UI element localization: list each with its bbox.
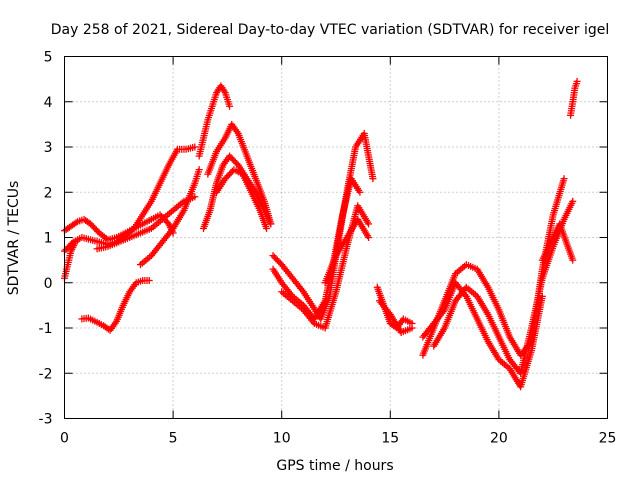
x-tick-label: 15 xyxy=(381,431,399,447)
grid-lines xyxy=(64,56,608,419)
arc-1-point xyxy=(72,219,80,227)
arc-5-point xyxy=(191,193,199,201)
arc-10-point xyxy=(262,224,270,232)
arc-21-point xyxy=(573,77,581,85)
y-tick-label: 3 xyxy=(44,140,53,156)
arc-12-point xyxy=(356,188,364,196)
x-tick-labels: 0 5 10 15 20 25 xyxy=(60,431,616,447)
y-tick-label: 4 xyxy=(44,95,53,111)
arc-19-point xyxy=(569,197,577,205)
axis-ticks xyxy=(64,56,608,419)
data-points xyxy=(61,77,581,391)
arc-16-point xyxy=(408,324,416,332)
x-tick-label: 10 xyxy=(273,431,291,447)
arc-20-point xyxy=(569,256,577,264)
arc-7-point xyxy=(226,102,234,110)
arc-13-point xyxy=(365,220,373,228)
y-tick-label: -3 xyxy=(39,412,53,428)
x-axis-label: GPS time / hours xyxy=(276,458,393,474)
y-tick-label: -1 xyxy=(39,321,53,337)
arc-17-point xyxy=(560,175,568,183)
y-tick-label: 5 xyxy=(44,50,53,66)
arc-3-point xyxy=(71,238,79,246)
y-tick-label: 2 xyxy=(44,185,53,201)
x-tick-label: 20 xyxy=(490,431,508,447)
y-tick-label: 1 xyxy=(44,231,53,247)
y-axis-label: SDTVAR / TECUs xyxy=(6,181,22,296)
x-tick-label: 25 xyxy=(599,431,617,447)
arc-4-point xyxy=(145,276,153,284)
x-tick-label: 5 xyxy=(169,431,178,447)
chart-title: Day 258 of 2021, Sidereal Day-to-day VTE… xyxy=(51,22,610,38)
y-tick-label: 0 xyxy=(44,276,53,292)
y-tick-label: -2 xyxy=(39,366,53,382)
x-tick-label: 0 xyxy=(60,431,69,447)
arc-11-point xyxy=(369,175,377,183)
arc-14-point xyxy=(365,234,373,241)
arc-2-point xyxy=(191,143,199,151)
arc-6-point xyxy=(195,166,203,174)
y-tick-labels: -3 -2 -1 0 1 2 3 4 5 xyxy=(39,50,53,428)
